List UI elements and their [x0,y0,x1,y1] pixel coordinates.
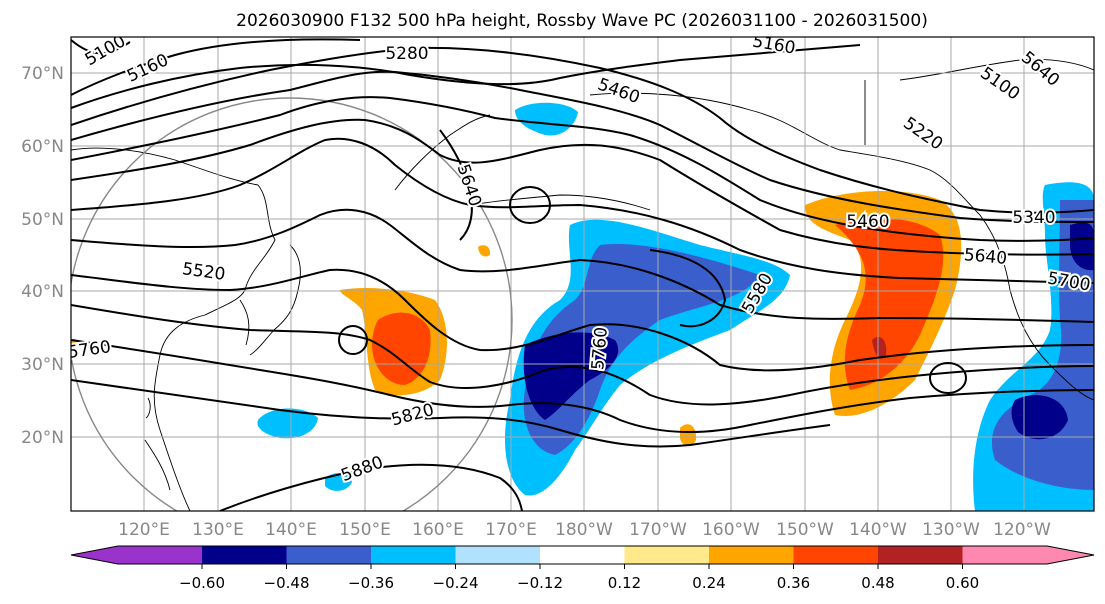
negative-patch-bering [515,102,578,136]
colorbar-segment [709,546,794,564]
negative-patch-south [325,473,352,491]
contour-5400 [71,96,1094,242]
lon-label: 150°W [776,520,834,540]
contour-label: 5340 [1012,208,1055,228]
lon-label: 170°E [485,520,537,540]
lon-label: 170°W [629,520,687,540]
contour-closed-low-bering [509,186,551,224]
contour-5280 [71,46,1094,214]
colorbar: −0.60 −0.48 −0.36 −0.24 −0.12 0.12 0.24 … [70,545,1095,592]
philippines [144,439,171,491]
colorbar-segment [371,546,456,564]
positive-patch-hawaii-west [680,424,697,446]
colorbar-tick-label: −0.60 [179,574,225,592]
colorbar-tick-label: −0.12 [517,574,563,592]
contour-5160-nw [71,38,361,96]
korea-coastline [239,299,250,346]
latitude-labels: 70°N 60°N 50°N 40°N 30°N 20°N [21,64,64,448]
contour-5340 [71,70,1094,223]
lon-label: 150°E [339,520,391,540]
colorbar-tick-label: 0.12 [608,574,641,592]
aleutian-islands [469,194,651,211]
lat-label: 60°N [21,137,64,157]
contour-5820 [71,379,831,448]
colorbar-segment [455,546,541,564]
contour-5580-loop [649,249,727,328]
colorbar-outline [70,545,1095,565]
lon-label: 180°W [555,520,613,540]
strong-negative-central-pacific [523,332,619,420]
contour-5520 [71,137,1094,284]
strong-positive-eastern-pacific [835,218,944,390]
very-strong-positive-eastern-pacific [872,336,887,359]
colorbar-tick-label: 0.36 [777,574,810,592]
colorbar-tick-label: 0.48 [861,574,894,592]
strong-negative-us-west-coast [1011,395,1068,440]
colorbar-tick-label: −0.36 [348,574,394,592]
colorbar-segment [540,546,625,564]
map-frame [70,36,1095,512]
lat-label: 30°N [21,355,64,375]
lon-label: 140°W [849,520,907,540]
colorbar-segment [793,546,879,564]
contour-5460 [71,118,1094,256]
colorbar-segment [118,546,203,564]
lat-label: 50°N [21,210,64,230]
negative-anomaly-central-pacific-inner [523,244,760,455]
contour-5100-nw [71,39,131,55]
lat-label: 70°N [21,64,64,84]
north-america-coastline [979,214,1094,401]
taiwan [145,397,151,419]
lon-label: 160°E [412,520,464,540]
lat-label: 20°N [21,428,64,448]
contour-5640-kamchatka [439,129,473,241]
positive-patch-kurils [478,245,491,257]
contour-closed-high-east [929,362,967,394]
colorbar-segment [202,546,287,564]
negative-patch-philippine-sea [257,408,318,439]
lon-label: 160°W [702,520,760,540]
contour-label: 5460 [846,212,889,232]
colorbar-segment [624,546,710,564]
colorbar-min-extension [71,546,118,564]
colorbar-segment [962,546,1047,564]
colorbar-tick-label: −0.48 [264,574,310,592]
contour-label: 5280 [385,44,428,64]
lon-label: 140°E [265,520,317,540]
colorbar-tick-label: 0.60 [946,574,979,592]
longitude-labels: 120°E 130°E 140°E 150°E 160°E 170°E 180°… [118,520,1051,540]
colorbar-tick-label: 0.24 [692,574,725,592]
colorbar-segment [878,546,963,564]
colorbar-segment [286,546,372,564]
lon-label: 130°W [922,520,980,540]
lat-label: 40°N [21,282,64,302]
contour-5880 [219,463,523,511]
lon-label: 130°E [192,520,244,540]
contour-label: 5640 [963,245,1008,269]
lon-label: 120°E [118,520,170,540]
contour-5580 [71,208,1094,323]
contour-closed-high-west [338,325,368,355]
region-highlight-circle [71,97,513,511]
japan-coastline [249,244,301,356]
kamchatka-coastline [394,114,491,191]
lon-label: 120°W [993,520,1051,540]
map-panel: 5100 5160 5280 5160 5100 5640 5460 5220 … [70,36,1095,512]
contour-label: 5760 [588,326,612,371]
contour-5700 [71,304,1094,406]
colorbar-tick-marks [201,564,963,569]
contour-5640 [71,268,1094,372]
height-contours [71,38,1094,511]
arctic-coast [899,59,1094,81]
contour-5760 [71,339,1094,433]
strong-positive-west-pacific [372,312,431,385]
strong-negative-us-west-coast-north [1070,222,1094,271]
figure-title: 2026030900 F132 500 hPa height, Rossby W… [236,11,928,31]
colorbar-tick-label: −0.24 [433,574,479,592]
colorbar-max-extension [1047,546,1094,564]
